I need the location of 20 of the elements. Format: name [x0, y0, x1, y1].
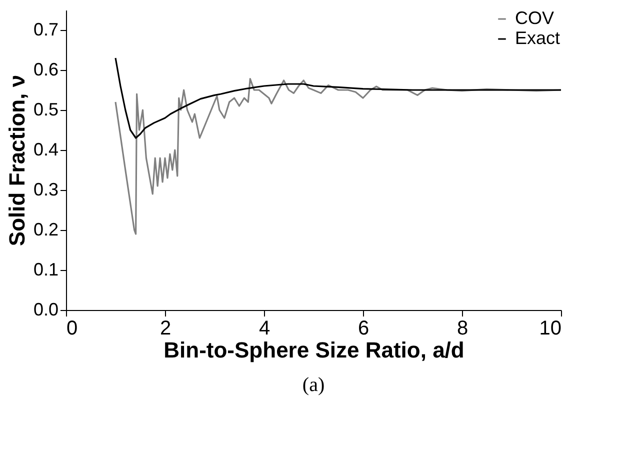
x-tick-label: 4 — [258, 318, 270, 340]
y-tick-label: 0.7 — [33, 20, 58, 40]
x-axis-title: Bin-to-Sphere Size Ratio, a/d — [164, 338, 464, 362]
x-tick-label: 6 — [358, 318, 370, 340]
line-series — [114, 57, 562, 139]
y-tick-label: 0.3 — [33, 180, 58, 200]
legend-label: Exact — [515, 28, 560, 48]
y-tick-label: 0.6 — [33, 60, 58, 80]
y-axis-title: Solid Fraction, ν — [4, 74, 30, 246]
x-tick-label: 10 — [539, 318, 562, 340]
y-tick-label: 0.1 — [33, 260, 58, 280]
y-tick-label: 0.4 — [33, 140, 58, 160]
y-tick-label: 0.0 — [33, 300, 58, 320]
y-tick-label: 0.2 — [33, 220, 58, 240]
text: (a) — [302, 374, 325, 396]
x-tick-label: 0 — [66, 318, 78, 340]
x-tick-label: 8 — [456, 318, 468, 340]
y-tick-label: 0.5 — [33, 100, 58, 120]
legend-label: COV — [515, 8, 554, 28]
x-tick-label: 2 — [160, 318, 172, 340]
